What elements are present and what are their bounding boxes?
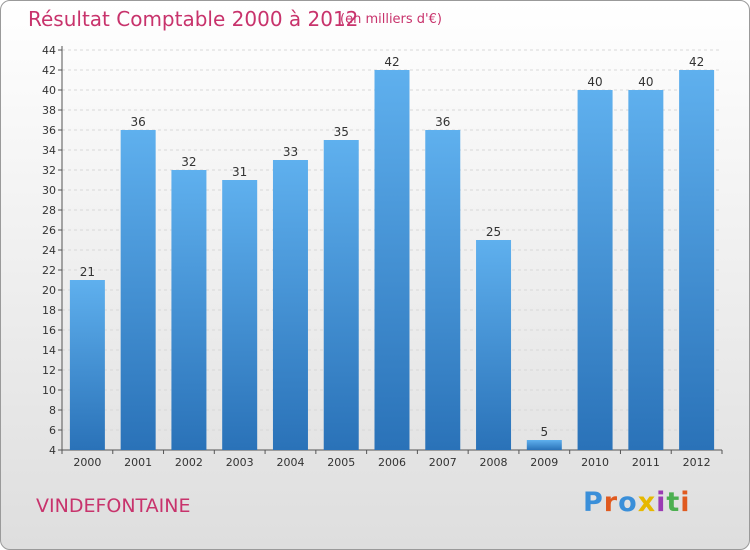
data-labels: 21 36 32 31 33 35 42 36 25 5 40 40 42 bbox=[80, 55, 705, 439]
x-tick-label: 2010 bbox=[581, 456, 609, 469]
y-tick-label: 18 bbox=[42, 304, 56, 317]
y-tick-label: 24 bbox=[42, 244, 56, 257]
data-label-2004: 33 bbox=[283, 145, 298, 159]
logo-letter: i bbox=[680, 487, 691, 518]
bars bbox=[69, 70, 715, 450]
bar-2010 bbox=[577, 90, 613, 450]
y-tick-label: 38 bbox=[42, 104, 56, 117]
y-tick-label: 32 bbox=[42, 164, 56, 177]
x-tick-label: 2005 bbox=[327, 456, 355, 469]
data-label-2002: 32 bbox=[181, 155, 196, 169]
x-tick-label: 2012 bbox=[683, 456, 711, 469]
commune-name: VINDEFONTAINE bbox=[36, 495, 191, 517]
y-tick-label: 8 bbox=[49, 404, 56, 417]
data-label-2003: 31 bbox=[232, 165, 247, 179]
x-tick-label: 2001 bbox=[124, 456, 152, 469]
bar-2000 bbox=[69, 280, 105, 450]
y-tick-label: 42 bbox=[42, 64, 56, 77]
data-label-2012: 42 bbox=[689, 55, 704, 69]
y-tick-label: 26 bbox=[42, 224, 56, 237]
bar-2003 bbox=[222, 180, 258, 450]
y-tick-label: 34 bbox=[42, 144, 56, 157]
logo-letter: r bbox=[603, 487, 619, 518]
data-label-2006: 42 bbox=[384, 55, 399, 69]
y-tick-label: 14 bbox=[42, 344, 56, 357]
x-tick-label: 2006 bbox=[378, 456, 406, 469]
proxiti-logo: Proxiti bbox=[583, 487, 691, 518]
bar-2005 bbox=[323, 140, 359, 450]
data-label-2000: 21 bbox=[80, 265, 95, 279]
bar-2004 bbox=[272, 160, 308, 450]
y-tick-label: 4 bbox=[49, 444, 56, 457]
data-label-2007: 36 bbox=[435, 115, 450, 129]
y-tick-label: 20 bbox=[42, 284, 56, 297]
bar-2001 bbox=[120, 130, 156, 450]
data-label-2011: 40 bbox=[638, 75, 653, 89]
data-label-2005: 35 bbox=[334, 125, 349, 139]
y-tick-label: 36 bbox=[42, 124, 56, 137]
x-tick-label: 2007 bbox=[429, 456, 457, 469]
y-tick-label: 28 bbox=[42, 204, 56, 217]
y-tick-label: 40 bbox=[42, 84, 56, 97]
y-tick-label: 10 bbox=[42, 384, 56, 397]
x-tick-label: 2011 bbox=[632, 456, 660, 469]
y-tick-label: 22 bbox=[42, 264, 56, 277]
chart-title: Résultat Comptable 2000 à 2012 bbox=[28, 7, 359, 31]
bar-2006 bbox=[374, 70, 410, 450]
x-tick-label: 2003 bbox=[226, 456, 254, 469]
x-tick-label: 2002 bbox=[175, 456, 203, 469]
logo-letter: x bbox=[637, 487, 657, 518]
x-tick-label: 2000 bbox=[73, 456, 101, 469]
data-label-2009: 5 bbox=[540, 425, 548, 439]
logo-letter: i bbox=[656, 487, 667, 518]
x-tick-label: 2009 bbox=[530, 456, 558, 469]
data-label-2010: 40 bbox=[587, 75, 602, 89]
y-tick-label: 44 bbox=[42, 44, 56, 57]
bar-2002 bbox=[171, 170, 207, 450]
bar-2008 bbox=[476, 240, 512, 450]
bar-2011 bbox=[628, 90, 664, 450]
logo-letter: t bbox=[666, 487, 681, 518]
bar-2012 bbox=[679, 70, 715, 450]
y-tick-label: 6 bbox=[49, 424, 56, 437]
data-label-2008: 25 bbox=[486, 225, 501, 239]
logo-letter: P bbox=[583, 487, 604, 518]
tick-labels: 4 6 8 10 12 14 16 18 20 22 24 26 28 30 32 34 36 38 40 42 44 2… bbox=[42, 44, 711, 469]
bar-2007 bbox=[425, 130, 461, 450]
x-tick-label: 2004 bbox=[276, 456, 304, 469]
y-tick-label: 12 bbox=[42, 364, 56, 377]
x-tick-label: 2008 bbox=[480, 456, 508, 469]
bar-2009 bbox=[526, 440, 562, 450]
y-tick-label: 16 bbox=[42, 324, 56, 337]
unit-note: (en milliers d'€) bbox=[340, 12, 442, 27]
y-tick-label: 30 bbox=[42, 184, 56, 197]
data-label-2001: 36 bbox=[131, 115, 146, 129]
logo-letter: o bbox=[618, 487, 638, 518]
